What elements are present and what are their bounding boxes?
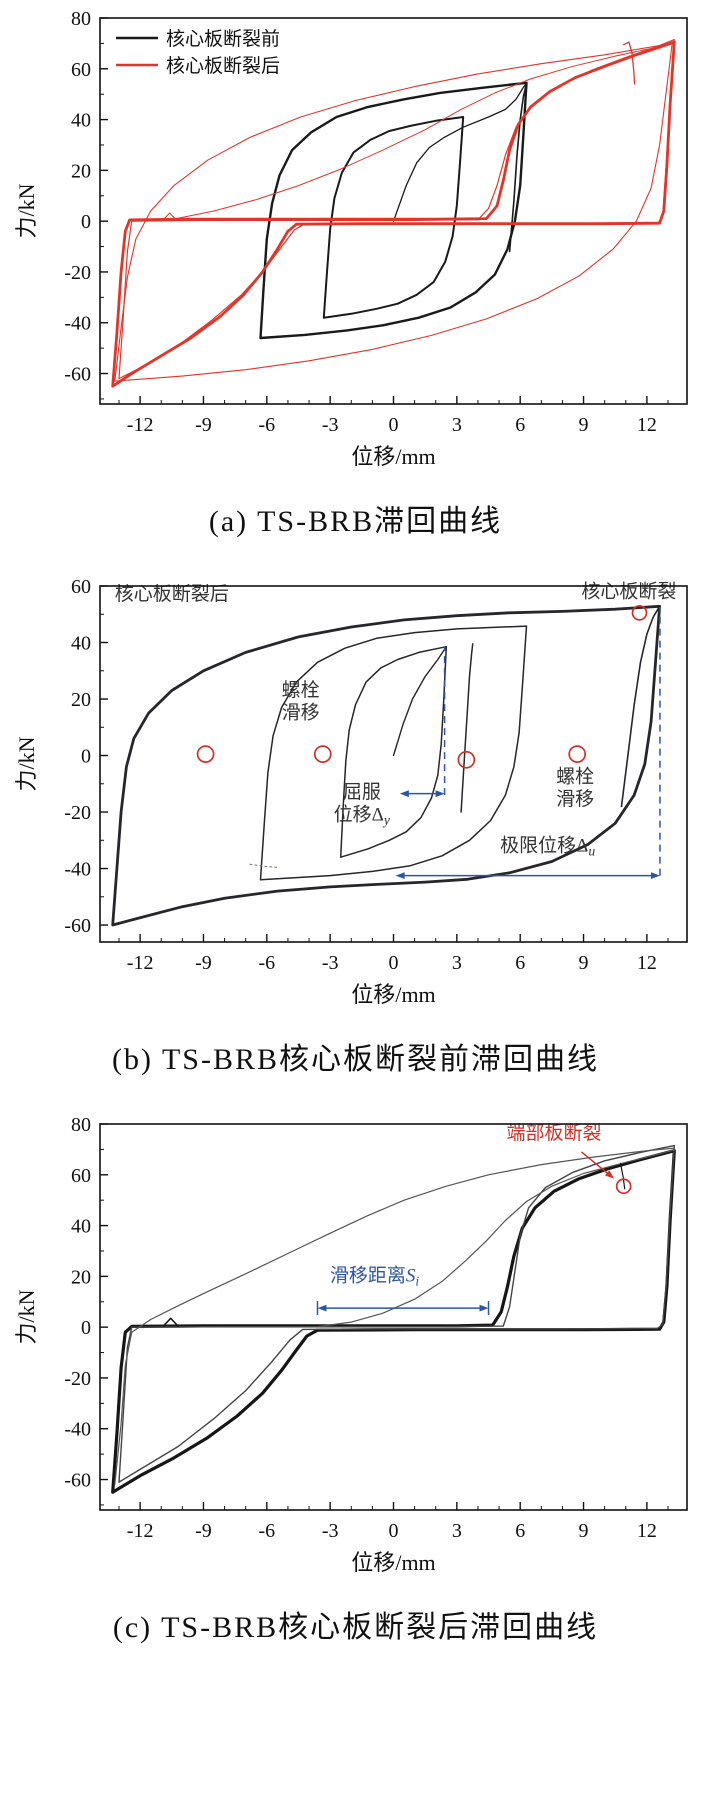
svg-text:80: 80 — [71, 1114, 91, 1136]
svg-text:0: 0 — [81, 211, 91, 233]
svg-text:-20: -20 — [64, 262, 91, 284]
svg-text:-40: -40 — [64, 859, 91, 881]
svg-text:6: 6 — [515, 414, 525, 436]
svg-text:力/kN: 力/kN — [14, 736, 39, 791]
svg-text:40: 40 — [71, 1216, 91, 1238]
svg-text:6: 6 — [515, 952, 525, 974]
svg-text:40: 40 — [71, 633, 91, 655]
svg-text:-6: -6 — [258, 414, 275, 436]
svg-text:-3: -3 — [322, 952, 339, 974]
svg-text:40: 40 — [71, 110, 91, 132]
svg-text:12: 12 — [637, 414, 657, 436]
caption-a: (a) TS-BRB滞回曲线 — [208, 505, 503, 538]
svg-text:力/kN: 力/kN — [14, 183, 39, 238]
svg-text:-3: -3 — [322, 414, 339, 436]
svg-text:80: 80 — [71, 8, 91, 30]
svg-text:-60: -60 — [64, 364, 91, 386]
svg-text:0: 0 — [389, 1520, 399, 1542]
svg-text:12: 12 — [637, 1520, 657, 1542]
svg-text:60: 60 — [71, 59, 91, 81]
svg-text:3: 3 — [452, 414, 462, 436]
svg-text:9: 9 — [579, 952, 589, 974]
svg-text:-6: -6 — [258, 1520, 275, 1542]
svg-text:-60: -60 — [64, 915, 91, 937]
svg-text:-40: -40 — [64, 313, 91, 335]
svg-text:-6: -6 — [258, 952, 275, 974]
svg-text:螺栓: 螺栓 — [282, 679, 320, 701]
svg-text:极限位移Δu: 极限位移Δu — [500, 835, 595, 859]
svg-text:核心板断裂: 核心板断裂 — [581, 580, 676, 602]
svg-text:-9: -9 — [195, 1520, 212, 1542]
svg-text:-12: -12 — [127, 1520, 154, 1542]
svg-text:9: 9 — [579, 1520, 589, 1542]
svg-text:0: 0 — [389, 414, 399, 436]
caption-c: (c) TS-BRB核心板断裂后滞回曲线 — [112, 1611, 599, 1644]
svg-text:-12: -12 — [127, 414, 154, 436]
svg-text:-20: -20 — [64, 1368, 91, 1390]
svg-text:-9: -9 — [195, 414, 212, 436]
svg-text:0: 0 — [81, 1317, 91, 1339]
svg-text:-40: -40 — [64, 1419, 91, 1441]
chart-b-canvas: -12 -9 -6 -3 0 3 6 9 12 -60 -40 -20 0 20 40 60 位移/mm 力/kN… — [14, 576, 688, 1007]
svg-text:位移Δy: 位移Δy — [334, 803, 391, 827]
svg-text:力/kN: 力/kN — [14, 1289, 39, 1344]
caption-b: (b) TS-BRB核心板断裂前滞回曲线 — [112, 1043, 599, 1076]
svg-text:螺栓: 螺栓 — [556, 765, 594, 787]
svg-text:位移/mm: 位移/mm — [351, 982, 435, 1007]
svg-text:3: 3 — [452, 1520, 462, 1542]
figure-page: -12 -9 -6 -3 0 3 6 9 12 -60 -40 -20 0 20 40 60 80 位移/mm 力/… — [0, 0, 711, 1646]
panel-c: -12 -9 -6 -3 0 3 6 9 12 -60 -40 -20 0 20 40 60 80 位移/mm 力/… — [0, 1106, 711, 1646]
svg-text:60: 60 — [71, 1165, 91, 1187]
svg-text:60: 60 — [71, 576, 91, 598]
svg-text:位移/mm: 位移/mm — [351, 1550, 435, 1575]
chart-a-canvas: -12 -9 -6 -3 0 3 6 9 12 -60 -40 -20 0 20 40 60 80 位移/mm 力/… — [14, 8, 688, 469]
svg-text:端部板断裂: 端部板断裂 — [506, 1122, 601, 1144]
svg-text:20: 20 — [71, 160, 91, 182]
svg-text:屈服: 屈服 — [343, 782, 381, 803]
svg-text:6: 6 — [515, 1520, 525, 1542]
svg-text:-3: -3 — [322, 1520, 339, 1542]
svg-text:0: 0 — [389, 952, 399, 974]
svg-text:滑移: 滑移 — [282, 702, 320, 724]
svg-text:20: 20 — [71, 689, 91, 711]
svg-text:位移/mm: 位移/mm — [351, 444, 435, 469]
svg-text:-60: -60 — [64, 1470, 91, 1492]
svg-text:核心板断裂后: 核心板断裂后 — [115, 583, 229, 605]
svg-text:滑移距离Si: 滑移距离Si — [330, 1264, 420, 1288]
svg-text:20: 20 — [71, 1266, 91, 1288]
svg-text:-12: -12 — [127, 952, 154, 974]
svg-text:3: 3 — [452, 952, 462, 974]
panel-a: -12 -9 -6 -3 0 3 6 9 12 -60 -40 -20 0 20 40 60 80 位移/mm 力/… — [0, 0, 711, 540]
svg-text:核心板断裂前: 核心板断裂前 — [166, 28, 280, 50]
svg-text:0: 0 — [81, 746, 91, 768]
svg-text:12: 12 — [637, 952, 657, 974]
panel-b: -12 -9 -6 -3 0 3 6 9 12 -60 -40 -20 0 20 40 60 位移/mm 力/kN… — [0, 568, 711, 1078]
svg-text:-20: -20 — [64, 802, 91, 824]
svg-text:核心板断裂后: 核心板断裂后 — [166, 55, 280, 77]
svg-text:9: 9 — [579, 414, 589, 436]
svg-text:滑移: 滑移 — [556, 788, 594, 810]
chart-c-canvas: -12 -9 -6 -3 0 3 6 9 12 -60 -40 -20 0 20 40 60 80 位移/mm 力/… — [14, 1114, 688, 1575]
svg-text:-9: -9 — [195, 952, 212, 974]
